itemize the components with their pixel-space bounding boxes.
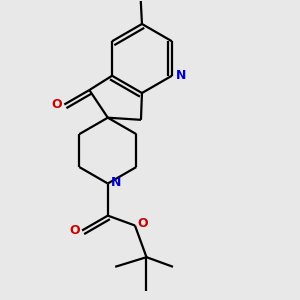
Text: O: O	[69, 224, 80, 237]
Text: O: O	[52, 98, 62, 111]
Text: N: N	[111, 176, 121, 189]
Text: O: O	[137, 218, 148, 230]
Text: N: N	[176, 69, 186, 82]
